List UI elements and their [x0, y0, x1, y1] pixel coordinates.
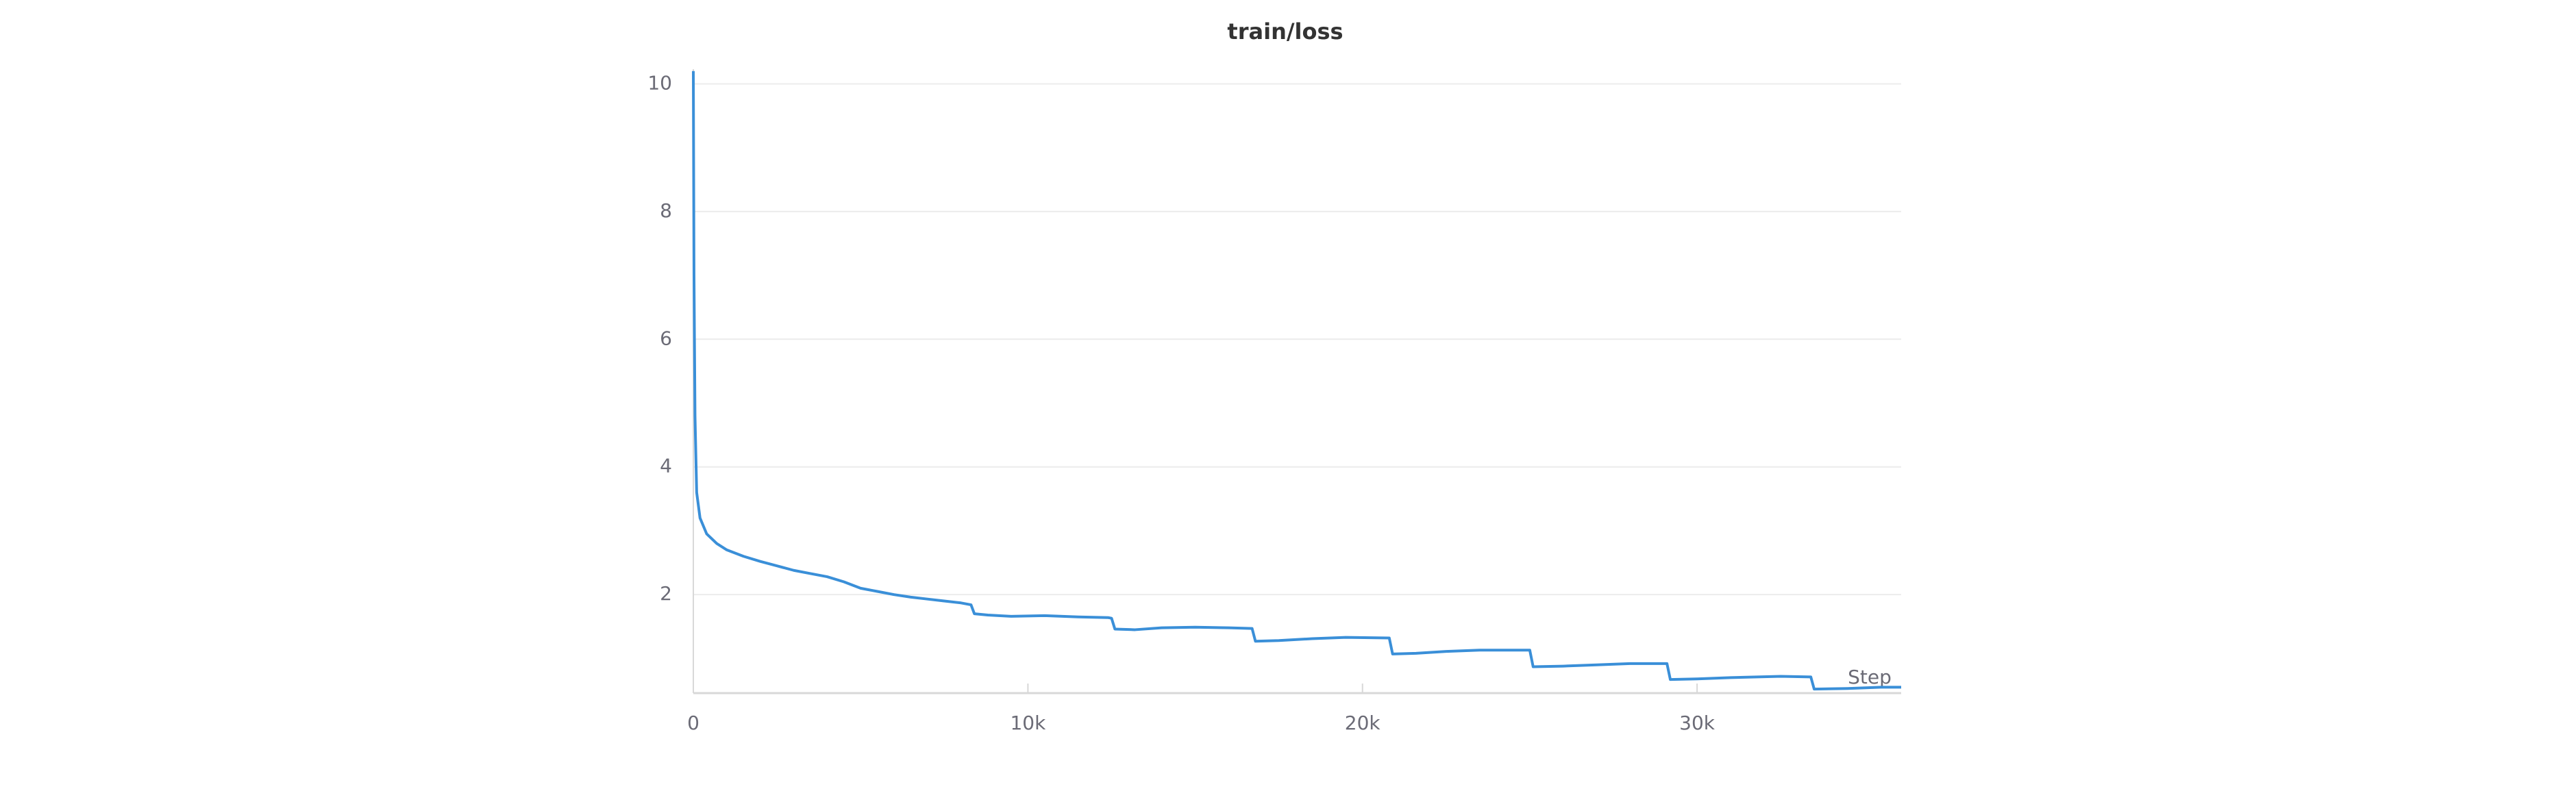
x-axis-label: Step — [1848, 666, 1892, 688]
x-tick-label: 20k — [1345, 712, 1381, 734]
x-tick-label: 30k — [1679, 712, 1716, 734]
y-tick-label: 2 — [660, 582, 672, 605]
x-tick-label: 10k — [1010, 712, 1046, 734]
y-tick-label: 10 — [647, 71, 672, 94]
chart-title: train/loss — [1227, 18, 1343, 45]
y-tick-label: 8 — [660, 199, 672, 222]
y-tick-label: 6 — [660, 327, 672, 349]
loss-line — [692, 71, 1901, 691]
x-tick-label: 0 — [687, 712, 699, 734]
y-tick-label: 4 — [660, 455, 672, 477]
